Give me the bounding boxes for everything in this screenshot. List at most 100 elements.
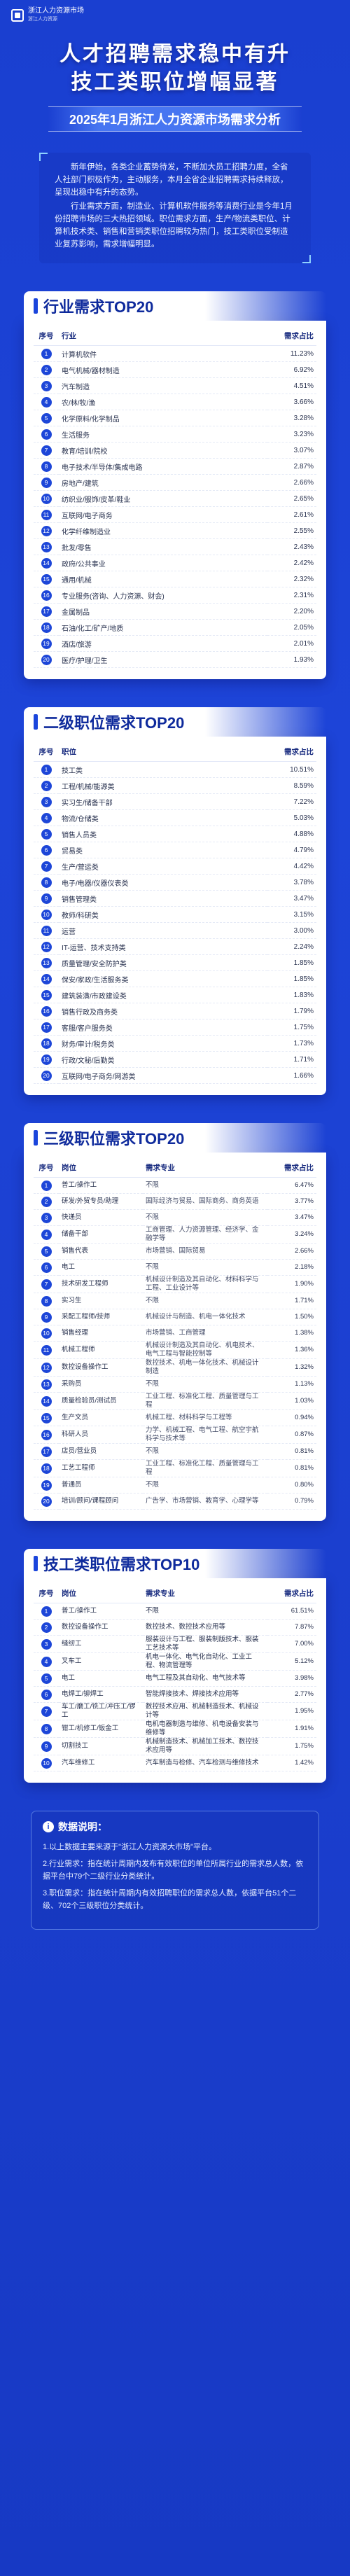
row-name: 客服/客户服务类 [59, 1019, 267, 1036]
row-number-badge: 5 [41, 412, 52, 424]
row-pct: 7.22% [267, 793, 316, 810]
row-pct: 0.81% [267, 1459, 316, 1477]
table-row: 6 电工 不限 2.18% [34, 1259, 316, 1276]
row-major: 汽车制造与检修、汽车检测与维修技术 [143, 1755, 267, 1771]
table-row: 6 电焊工/铆焊工 智能焊接技术、焊接技术应用等 2.77% [34, 1686, 316, 1703]
table-row: 5 化学原料/化学制品 3.28% [34, 410, 316, 426]
table-row: 13 批发/零售 2.43% [34, 538, 316, 555]
row-major: 机械设计与制造、机电一体化技术 [143, 1309, 267, 1325]
row-pct: 2.18% [267, 1259, 316, 1276]
table-row: 20 培训/顾问/课程顾问 广告学、市场营销、教育学、心理学等 0.79% [34, 1493, 316, 1510]
row-name: IT-运营、技术支持类 [59, 938, 267, 955]
row-pct: 1.71% [267, 1051, 316, 1068]
table-row: 18 工艺工程师 工业工程、标准化工程、质量管理与工程 0.81% [34, 1459, 316, 1477]
row-number-badge: 1 [41, 1180, 52, 1191]
table-row: 10 纺织业/服饰/皮革/鞋业 2.65% [34, 490, 316, 507]
row-number-badge: 19 [41, 638, 52, 649]
row-number-badge: 16 [41, 1005, 52, 1017]
row-major: 机械制造技术、机械加工技术、数控技术应用等 [143, 1737, 267, 1755]
row-number-badge: 18 [41, 1463, 52, 1474]
row-name: 科研人员 [59, 1426, 143, 1444]
row-pct: 4.88% [267, 826, 316, 842]
row-pct: 3.66% [267, 394, 316, 410]
intro-paragraph-2: 行业需求方面，制造业、计算机软件服务等消费行业是今年1月份招聘市场的三大热招领域… [55, 202, 293, 249]
row-number-badge: 2 [41, 1622, 52, 1633]
row-number-badge: 8 [41, 1723, 52, 1734]
hero-subtitle: 2025年1月浙江人力资源市场需求分析 [48, 106, 302, 132]
row-pct: 1.75% [267, 1019, 316, 1036]
table-row: 10 教师/科研类 3.15% [34, 906, 316, 923]
col-pct: 需求占比 [267, 326, 316, 346]
row-pct: 7.00% [267, 1635, 316, 1653]
row-number-badge: 4 [41, 396, 52, 408]
industry-top20-section: 行业需求TOP20 序号 行业 需求占比 1 计算机软件 11.23% 2 电气机械/器… [11, 291, 339, 679]
table-row: 1 计算机软件 11.23% [34, 345, 316, 362]
row-number-badge: 6 [41, 844, 52, 856]
section-title: 技工类职位需求TOP10 [24, 1549, 326, 1578]
row-pct: 1.95% [267, 1702, 316, 1720]
row-number-badge: 3 [41, 1638, 52, 1650]
row-pct: 4.42% [267, 858, 316, 875]
row-major: 服装设计与工程、服装制版技术、服装工艺技术等 [143, 1635, 267, 1653]
col-pct: 需求占比 [267, 1584, 316, 1603]
table-row: 15 通用/机械 2.32% [34, 571, 316, 587]
row-name: 切割技工 [59, 1737, 143, 1755]
row-name: 电气机械/器材制造 [59, 361, 267, 378]
data-notes: i 数据说明： 1.以上数据主要来源于"浙江人力资源大市场"平台。 2.行业需求… [31, 1811, 319, 1930]
row-pct: 2.42% [267, 555, 316, 571]
skilled-jobs-table: 序号 岗位 需求专业 需求占比 1 普工/操作工 不限 61.51% 2 数控设备操作工数… [34, 1584, 316, 1771]
table-row: 17 客服/客户服务类 1.75% [34, 1019, 316, 1036]
row-major: 市场营销、国际贸易 [143, 1243, 267, 1260]
row-pct: 0.94% [267, 1409, 316, 1426]
row-major: 工业工程、标准化工程、质量管理与工程 [143, 1459, 267, 1477]
col-no: 序号 [34, 1158, 59, 1178]
row-number-badge: 19 [41, 1480, 52, 1491]
table-row: 2 工程/机械/能源类 8.59% [34, 777, 316, 794]
row-pct: 1.66% [267, 1067, 316, 1084]
row-number-badge: 17 [41, 1446, 52, 1457]
row-name: 保安/家政/生活服务类 [59, 970, 267, 987]
row-pct: 3.00% [267, 922, 316, 939]
row-name: 钳工/机修工/钣金工 [59, 1720, 143, 1738]
row-pct: 4.79% [267, 842, 316, 858]
col-no: 序号 [34, 742, 59, 762]
table-row: 8 电子技术/半导体/集成电路 2.87% [34, 458, 316, 475]
row-name: 生产文员 [59, 1409, 143, 1426]
table-row: 13 质量管理/安全防护类 1.85% [34, 954, 316, 971]
row-name: 教师/科研类 [59, 906, 267, 923]
logo-subtitle: 浙江人力资源 [28, 17, 57, 22]
row-major: 数控技术应用、机械制造技术、机械设计等 [143, 1702, 267, 1720]
table-row: 12 IT-运营、技术支持类 2.24% [34, 938, 316, 955]
row-pct: 1.50% [267, 1309, 316, 1325]
row-pct: 2.87% [267, 458, 316, 475]
row-major: 工商管理、人力资源管理、经济学、金融学等 [143, 1225, 267, 1244]
table-row: 12 化学纤维制造业 2.55% [34, 522, 316, 539]
row-name: 专业服务(咨询、人力资源、财会) [59, 587, 267, 604]
row-name: 计算机软件 [59, 345, 267, 362]
row-pct: 1.42% [267, 1755, 316, 1771]
col-name: 岗位 [59, 1158, 143, 1178]
table-row: 14 质量检验员/测试员 工业工程、标准化工程、质量管理与工程 1.03% [34, 1392, 316, 1410]
row-number-badge: 16 [41, 1429, 52, 1440]
row-pct: 3.77% [267, 1193, 316, 1210]
row-major: 数控技术、数控技术应用等 [143, 1619, 267, 1636]
row-major: 不限 [143, 1477, 267, 1494]
table-row: 12 数控设备操作工 数控技术、机电一体化技术、机械设计制造 1.32% [34, 1358, 316, 1377]
row-pct: 2.61% [267, 506, 316, 523]
table-row: 7 教育/培训/院校 3.07% [34, 442, 316, 459]
row-pct: 2.43% [267, 538, 316, 555]
row-number-badge: 15 [41, 989, 52, 1001]
table-row: 20 医疗/护理/卫生 1.93% [34, 651, 316, 668]
row-name: 互联网/电子商务 [59, 506, 267, 523]
row-number-badge: 9 [41, 1741, 52, 1752]
row-number-badge: 10 [41, 1757, 52, 1769]
row-number-badge: 4 [41, 1229, 52, 1240]
row-pct: 3.78% [267, 874, 316, 891]
row-pct: 7.87% [267, 1619, 316, 1636]
row-major: 不限 [143, 1376, 267, 1393]
table-row: 13 采购员 不限 1.13% [34, 1376, 316, 1393]
table-row: 3 实习生/储备干部 7.22% [34, 793, 316, 810]
row-pct: 1.36% [267, 1341, 316, 1359]
row-name: 石油/化工/矿产/地质 [59, 619, 267, 636]
row-name: 运营 [59, 922, 267, 939]
